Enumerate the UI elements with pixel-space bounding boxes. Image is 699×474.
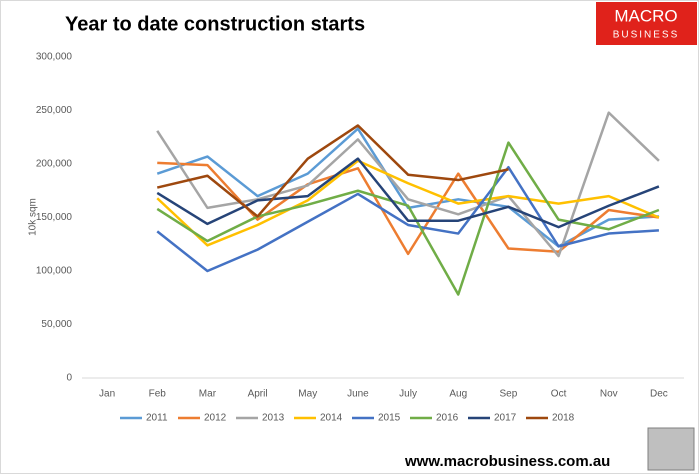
- series-line: [156, 159, 660, 247]
- x-tick-label: Mar: [199, 389, 217, 400]
- y-tick-label: 250,000: [36, 105, 73, 116]
- y-axis-label: 10k sqm: [28, 198, 39, 236]
- series-line: [156, 124, 509, 218]
- legend-label: 2017: [494, 413, 517, 424]
- x-tick-label: April: [248, 389, 268, 400]
- y-tick-label: 300,000: [36, 52, 73, 63]
- x-tick-label: Aug: [449, 389, 467, 400]
- y-tick-label: 0: [66, 373, 72, 384]
- x-tick-label: May: [298, 389, 317, 400]
- logo-text: MACRO: [614, 6, 677, 25]
- x-tick-label: Dec: [650, 389, 668, 400]
- legend-label: 2011: [146, 413, 168, 424]
- x-tick-label: Oct: [551, 389, 567, 400]
- x-tick-label: Feb: [149, 389, 167, 400]
- series-line: [156, 165, 659, 273]
- series-line: [156, 141, 660, 296]
- logo-icon: [647, 427, 695, 471]
- chart-title: Year to date construction starts: [65, 13, 365, 35]
- logo-box: [596, 2, 697, 45]
- x-tick-label: Sep: [500, 389, 518, 400]
- y-tick-label: 200,000: [36, 159, 73, 170]
- legend-label: 2015: [378, 413, 401, 424]
- y-tick-label: 150,000: [36, 212, 73, 223]
- x-tick-label: Jan: [99, 389, 115, 400]
- y-tick-label: 100,000: [36, 266, 73, 277]
- legend-label: 2014: [320, 413, 343, 424]
- x-tick-label: Nov: [600, 389, 618, 400]
- logo-subtext: BUSINESS: [613, 30, 680, 41]
- series-line: [156, 157, 660, 229]
- legend-label: 2012: [204, 413, 227, 424]
- source: www.macrobusiness.com.au: [404, 453, 610, 470]
- legend-label: 2013: [262, 413, 285, 424]
- y-tick-label: 50,000: [41, 319, 72, 330]
- legend-label: 2016: [436, 413, 459, 424]
- legend-label: 2018: [552, 413, 575, 424]
- x-tick-label: July: [399, 389, 417, 400]
- x-tick-label: June: [347, 389, 369, 400]
